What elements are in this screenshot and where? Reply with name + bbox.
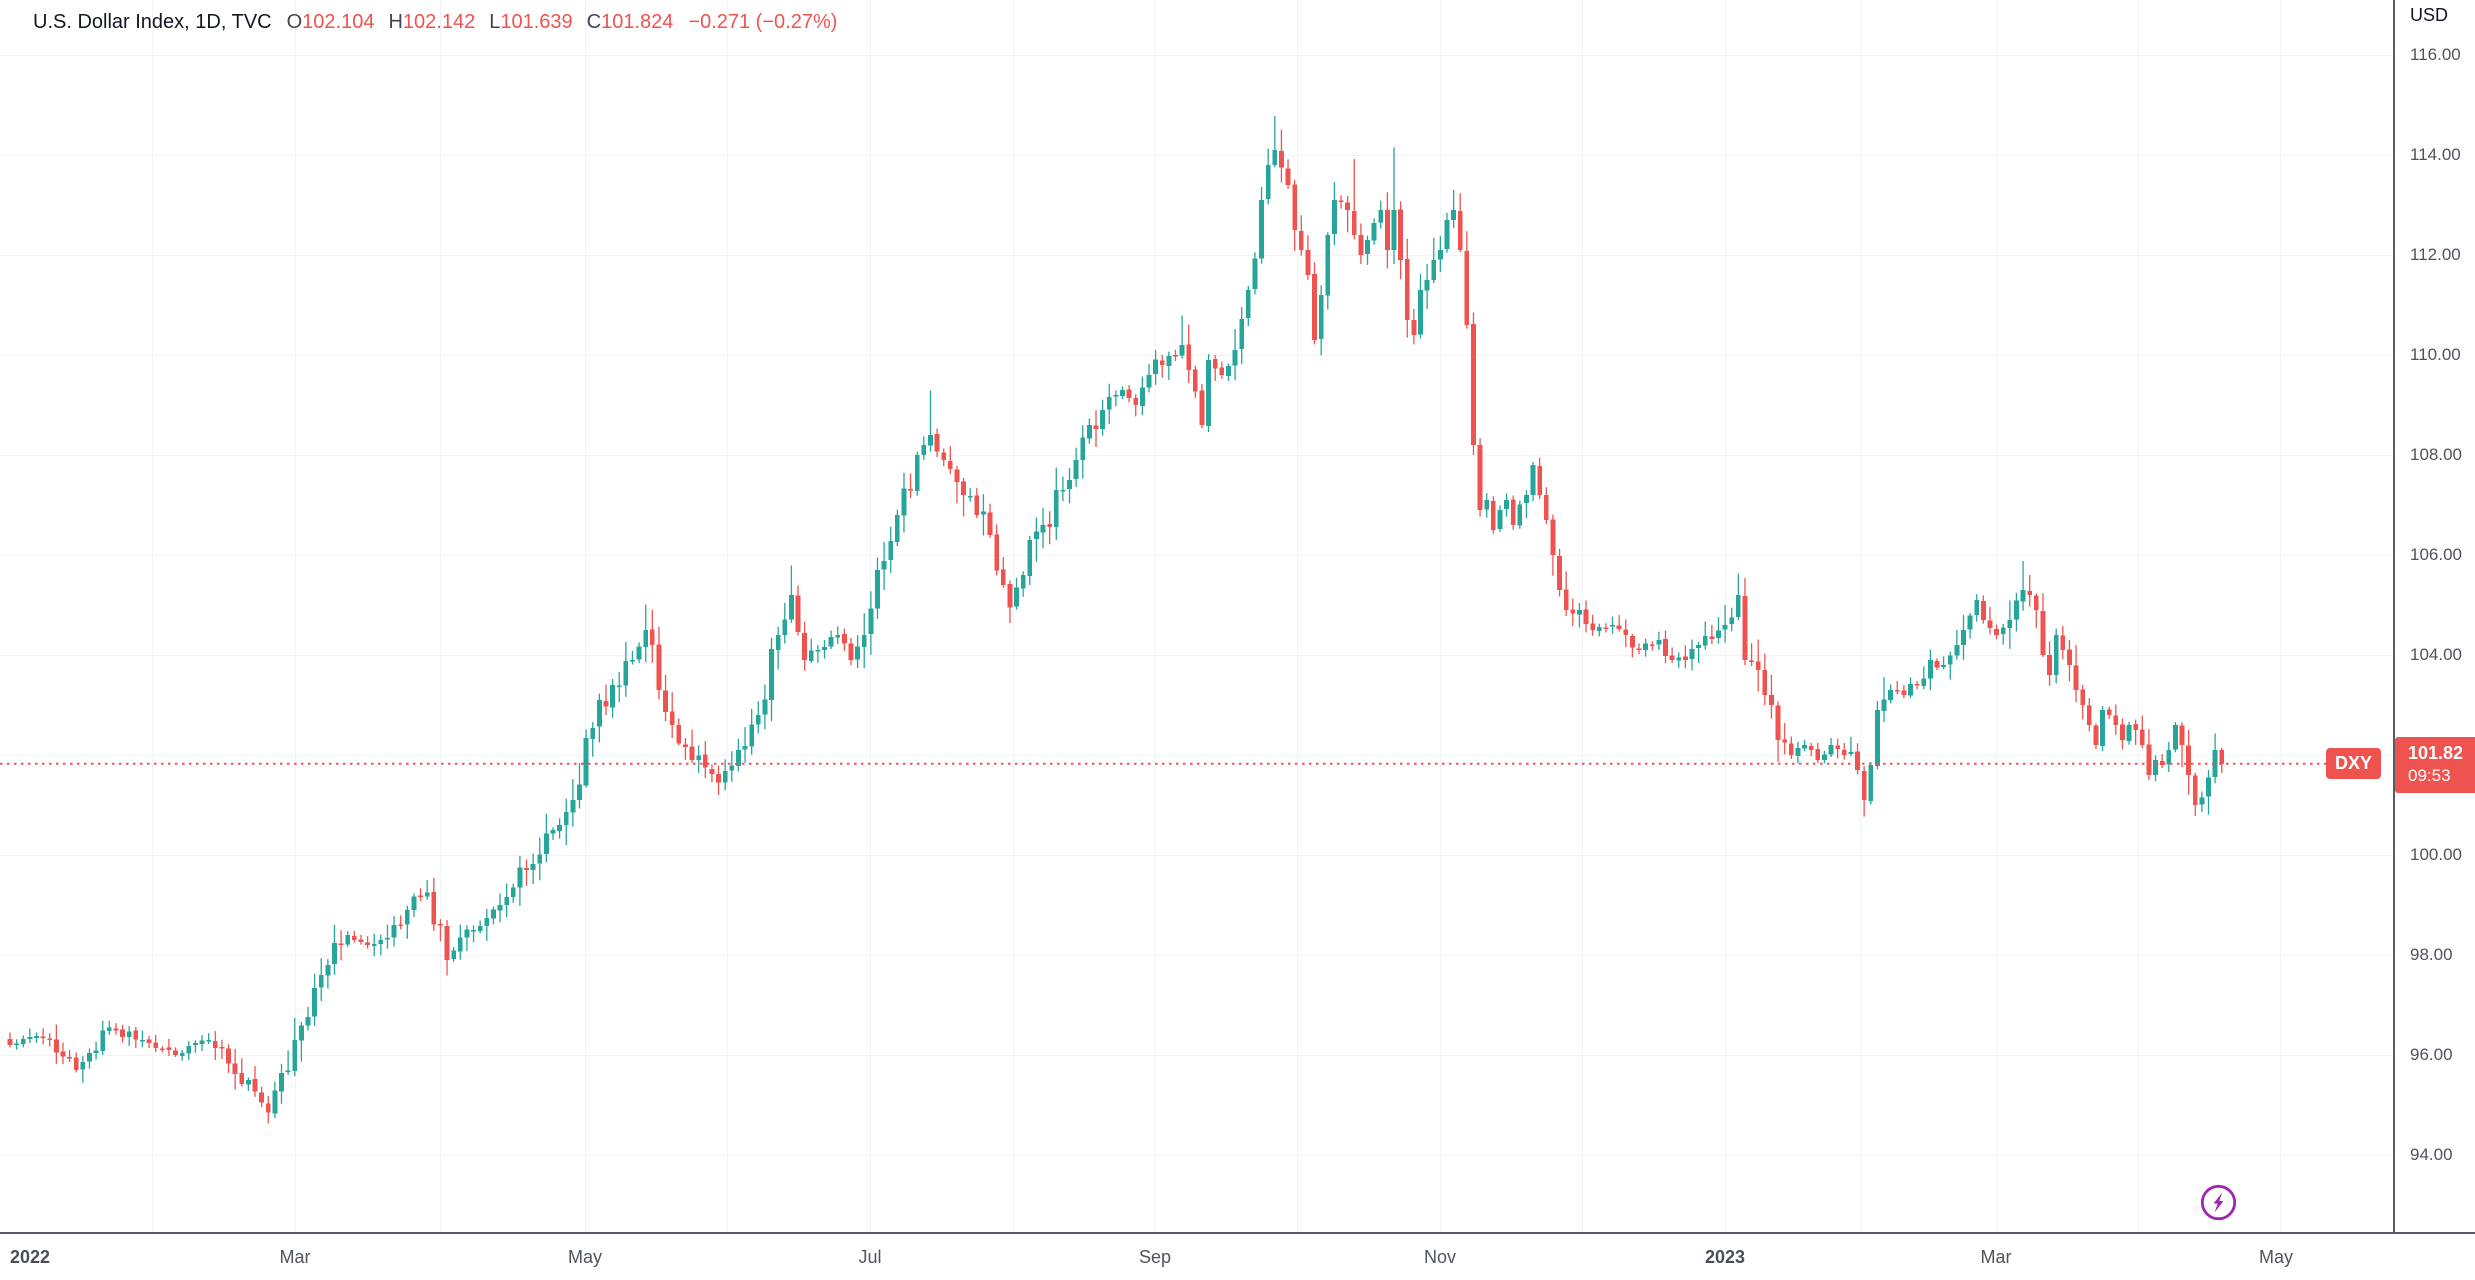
time-axis-year-label: 2023 xyxy=(1704,1247,1746,1267)
last-price-value: 101.82 xyxy=(2408,743,2464,763)
price-tick-label: 100.00 xyxy=(2410,845,2462,864)
time-axis-year-label: 2022 xyxy=(9,1247,51,1267)
symbol-title[interactable]: U.S. Dollar Index, 1D, TVC xyxy=(33,11,272,33)
last-price-badge: 101.82 09:53 xyxy=(2395,737,2475,793)
time-axis-month-label: Jul xyxy=(858,1247,882,1267)
lightning-bolt-icon xyxy=(2200,1184,2237,1221)
price-tick-label: 116.00 xyxy=(2410,45,2461,64)
time-axis-month-label: Mar xyxy=(279,1247,311,1267)
time-axis-month-label: Mar xyxy=(1980,1247,2012,1267)
price-tick-label: 104.00 xyxy=(2410,645,2462,664)
price-axis-currency-label: USD xyxy=(2410,5,2449,25)
chart-plot-area[interactable] xyxy=(0,0,2393,1232)
price-tick-label: 114.00 xyxy=(2410,145,2461,164)
ohlc-values: O102.104 H102.142 L101.639 C101.824 xyxy=(287,11,674,34)
time-axis[interactable]: 2022 Mar May Jul Sep Nov 2023 Mar May xyxy=(0,1232,2475,1280)
time-axis-month-label: May xyxy=(2258,1247,2294,1267)
ohlc-item: C101.824 xyxy=(586,11,674,33)
time-axis-month-label: Nov xyxy=(1423,1247,1457,1267)
ohlc-item: L101.639 xyxy=(489,11,573,33)
price-tick-label: 106.00 xyxy=(2410,545,2462,564)
price-tick-label: 112.00 xyxy=(2410,245,2461,264)
ohlc-item: O102.104 xyxy=(286,11,375,33)
price-line-symbol-flag: DXY xyxy=(2326,748,2381,779)
price-tick-label: 94.00 xyxy=(2410,1145,2453,1164)
price-tick-label: 110.00 xyxy=(2410,345,2461,364)
symbol-flag-text: DXY xyxy=(2334,753,2372,773)
candlestick-canvas[interactable] xyxy=(0,0,2393,1232)
time-axis-month-label: May xyxy=(567,1247,603,1267)
symbol-legend[interactable]: U.S. Dollar Index, 1D, TVC O102.104 H102.… xyxy=(33,11,837,34)
quick-trade-bolt-button[interactable] xyxy=(2199,1183,2238,1222)
price-axis[interactable]: USD 116.00 114.00 112.00 110.00 108.00 106.00… xyxy=(2393,0,2475,1280)
price-tick-label: 98.00 xyxy=(2410,945,2453,964)
change-value: −0.271 (−0.27%) xyxy=(688,11,838,33)
time-axis-month-label: Sep xyxy=(1138,1247,1172,1267)
price-tick-label: 108.00 xyxy=(2410,445,2462,464)
ohlc-item: H102.142 xyxy=(388,11,476,33)
price-tick-label: 96.00 xyxy=(2410,1045,2453,1064)
bar-countdown: 09:53 xyxy=(2408,766,2451,785)
